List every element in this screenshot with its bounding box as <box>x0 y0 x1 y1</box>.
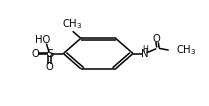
Text: CH$_3$: CH$_3$ <box>176 43 196 57</box>
Text: O: O <box>153 34 160 44</box>
Text: S: S <box>46 49 53 59</box>
Text: H: H <box>143 45 148 54</box>
Text: O: O <box>46 62 54 72</box>
Text: CH$_3$: CH$_3$ <box>62 17 83 31</box>
Text: HO: HO <box>35 35 50 45</box>
Text: N: N <box>141 49 149 59</box>
Text: O: O <box>31 49 39 59</box>
